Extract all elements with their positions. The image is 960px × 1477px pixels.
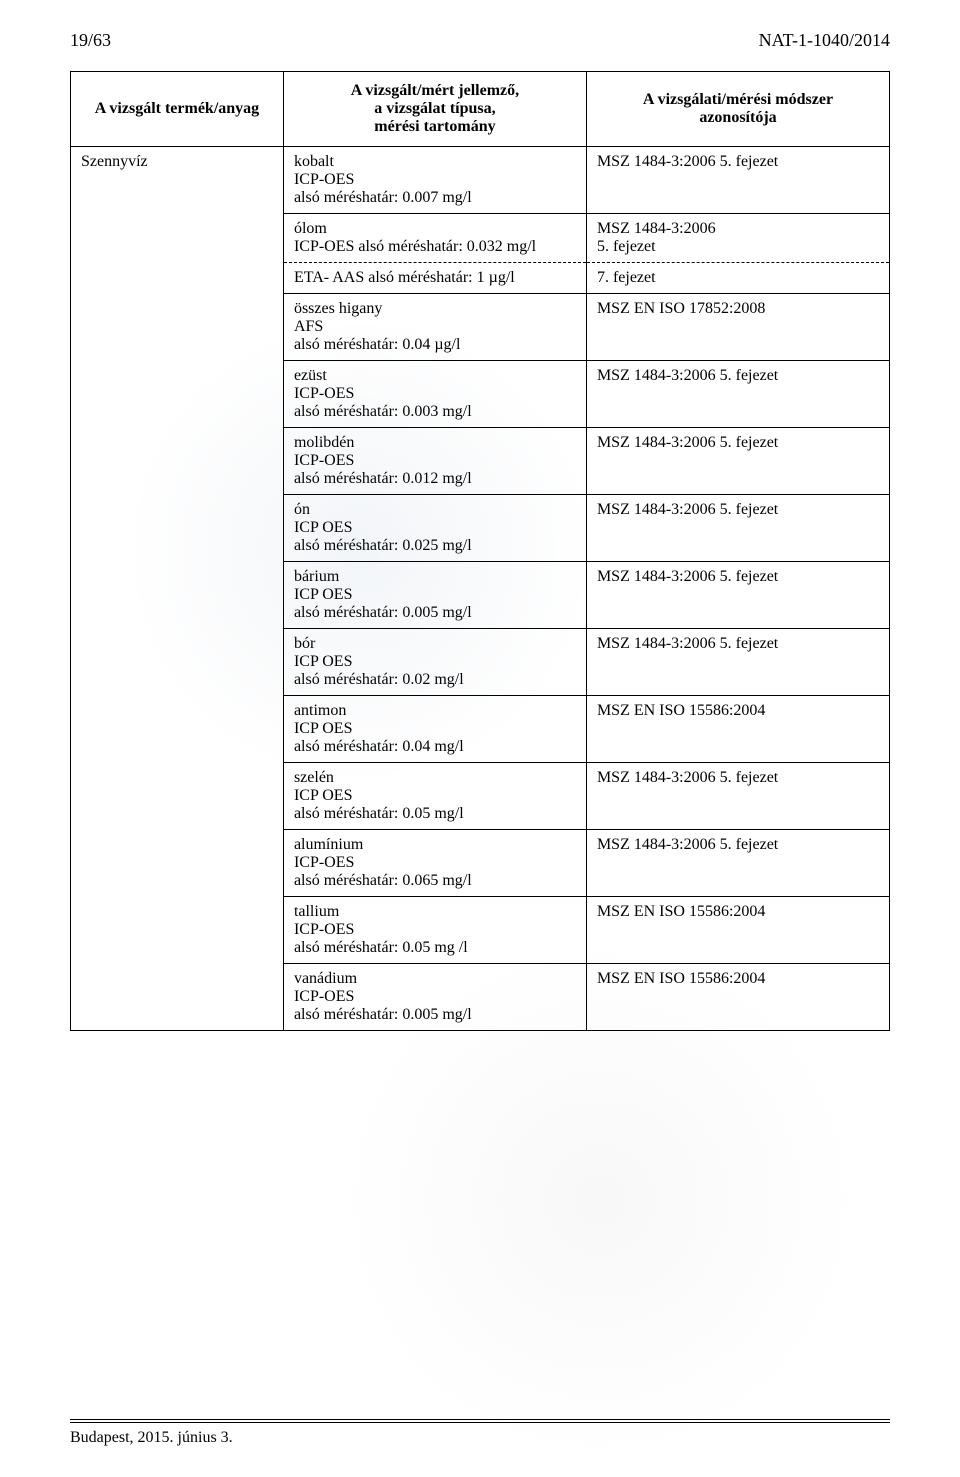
document-id: NAT-1-1040/2014 [759, 30, 890, 51]
col-header-method: A vizsgálati/mérési módszer azonosítója [586, 72, 889, 147]
product-cell: Szennyvíz [71, 147, 284, 1031]
footer-text: Budapest, 2015. június 3. [70, 1429, 890, 1447]
col-header-product: A vizsgált termék/anyag [71, 72, 284, 147]
method-cell: MSZ 1484-3:2006 5. fejezet [586, 830, 889, 897]
method-cell: 7. fejezet [586, 263, 889, 294]
test-cell: ólom ICP-OES alsó méréshatár: 0.032 mg/l [283, 214, 586, 263]
col-header-test: A vizsgált/mért jellemző, a vizsgálat tí… [283, 72, 586, 147]
test-cell: tallium ICP-OES alsó méréshatár: 0.05 mg… [283, 897, 586, 964]
table-body: Szennyvízkobalt ICP-OES alsó méréshatár:… [71, 147, 890, 1031]
method-cell: MSZ 1484-3:2006 5. fejezet [586, 147, 889, 214]
method-cell: MSZ EN ISO 15586:2004 [586, 897, 889, 964]
method-cell: MSZ 1484-3:2006 5. fejezet [586, 428, 889, 495]
method-cell: MSZ 1484-3:2006 5. fejezet [586, 763, 889, 830]
page-footer: Budapest, 2015. június 3. [70, 1419, 890, 1447]
method-cell: MSZ 1484-3:2006 5. fejezet [586, 214, 889, 263]
test-cell: bárium ICP OES alsó méréshatár: 0.005 mg… [283, 562, 586, 629]
accreditation-table: A vizsgált termék/anyag A vizsgált/mért … [70, 71, 890, 1031]
test-cell: bór ICP OES alsó méréshatár: 0.02 mg/l [283, 629, 586, 696]
method-cell: MSZ 1484-3:2006 5. fejezet [586, 562, 889, 629]
test-cell: alumínium ICP-OES alsó méréshatár: 0.065… [283, 830, 586, 897]
footer-separator [70, 1419, 890, 1423]
test-cell: vanádium ICP-OES alsó méréshatár: 0.005 … [283, 964, 586, 1031]
page-header: 19/63 NAT-1-1040/2014 [70, 30, 890, 51]
method-cell: MSZ 1484-3:2006 5. fejezet [586, 495, 889, 562]
test-cell: szelén ICP OES alsó méréshatár: 0.05 mg/… [283, 763, 586, 830]
page: 19/63 NAT-1-1040/2014 A vizsgált termék/… [0, 0, 960, 1477]
table-header-row: A vizsgált termék/anyag A vizsgált/mért … [71, 72, 890, 147]
method-cell: MSZ 1484-3:2006 5. fejezet [586, 361, 889, 428]
table-row: Szennyvízkobalt ICP-OES alsó méréshatár:… [71, 147, 890, 214]
test-cell: ezüst ICP-OES alsó méréshatár: 0.003 mg/… [283, 361, 586, 428]
test-cell: kobalt ICP-OES alsó méréshatár: 0.007 mg… [283, 147, 586, 214]
test-cell: összes higany AFS alsó méréshatár: 0.04 … [283, 294, 586, 361]
test-cell: ETA- AAS alsó méréshatár: 1 µg/l [283, 263, 586, 294]
test-cell: ón ICP OES alsó méréshatár: 0.025 mg/l [283, 495, 586, 562]
page-number: 19/63 [70, 30, 111, 51]
method-cell: MSZ EN ISO 15586:2004 [586, 964, 889, 1031]
test-cell: antimon ICP OES alsó méréshatár: 0.04 mg… [283, 696, 586, 763]
test-cell: molibdén ICP-OES alsó méréshatár: 0.012 … [283, 428, 586, 495]
method-cell: MSZ EN ISO 17852:2008 [586, 294, 889, 361]
method-cell: MSZ 1484-3:2006 5. fejezet [586, 629, 889, 696]
method-cell: MSZ EN ISO 15586:2004 [586, 696, 889, 763]
